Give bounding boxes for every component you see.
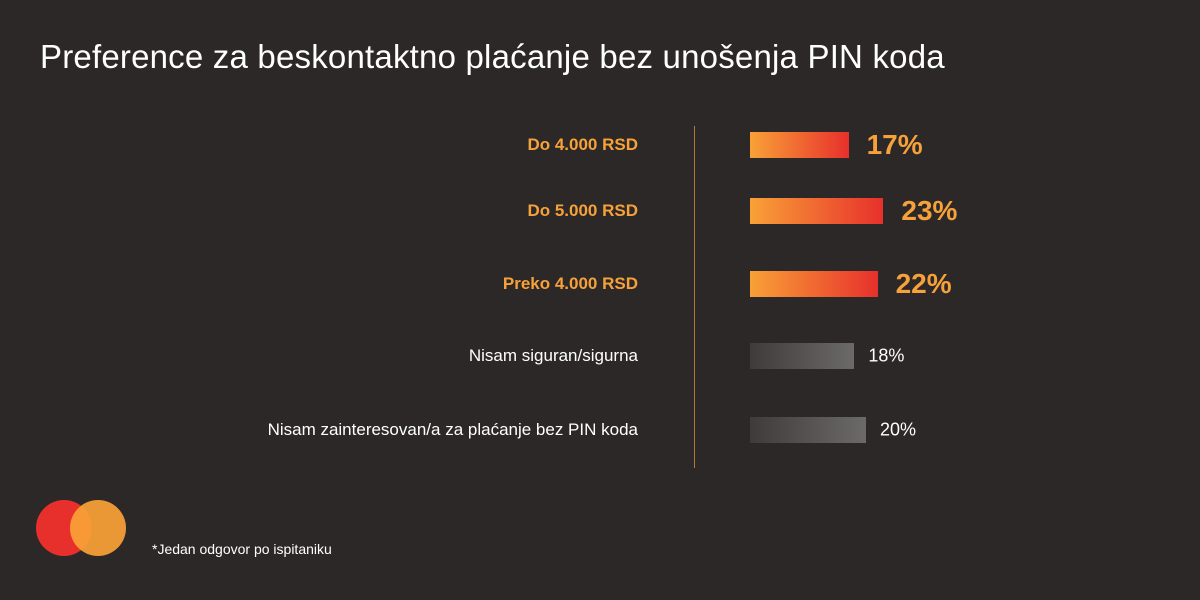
footnote: *Jedan odgovor po ispitaniku (152, 541, 332, 557)
logo-right-circle (70, 500, 126, 556)
category-label: Preko 4.000 RSD (502, 274, 638, 293)
value-label: 18% (868, 345, 905, 366)
bar (750, 417, 866, 443)
bar (750, 132, 849, 158)
chart-title: Preference za beskontaktno plaćanje bez … (40, 38, 945, 75)
category-label: Do 4.000 RSD (527, 135, 638, 154)
mastercard-logo-icon (36, 500, 126, 556)
value-label: 17% (866, 129, 923, 160)
category-label: Do 5.000 RSD (527, 201, 638, 220)
value-label: 22% (895, 268, 952, 299)
bar-row: Nisam zainteresovan/a za plaćanje bez PI… (0, 410, 1200, 450)
axis-divider (694, 126, 695, 468)
bar-row: Nisam siguran/sigurna 18% (0, 336, 1200, 376)
category-label: Nisam zainteresovan/a za plaćanje bez PI… (267, 420, 638, 439)
bar (750, 198, 884, 224)
bar-row: Preko 4.000 RSD 22% (0, 264, 1200, 304)
bar-row: Do 5.000 RSD 23% (0, 191, 1200, 231)
value-label: 23% (901, 195, 958, 226)
category-label: Nisam siguran/sigurna (468, 346, 638, 365)
bar-row: Do 4.000 RSD 17% (0, 125, 1200, 165)
bar (750, 271, 878, 297)
bar (750, 343, 855, 369)
value-label: 20% (880, 419, 917, 440)
